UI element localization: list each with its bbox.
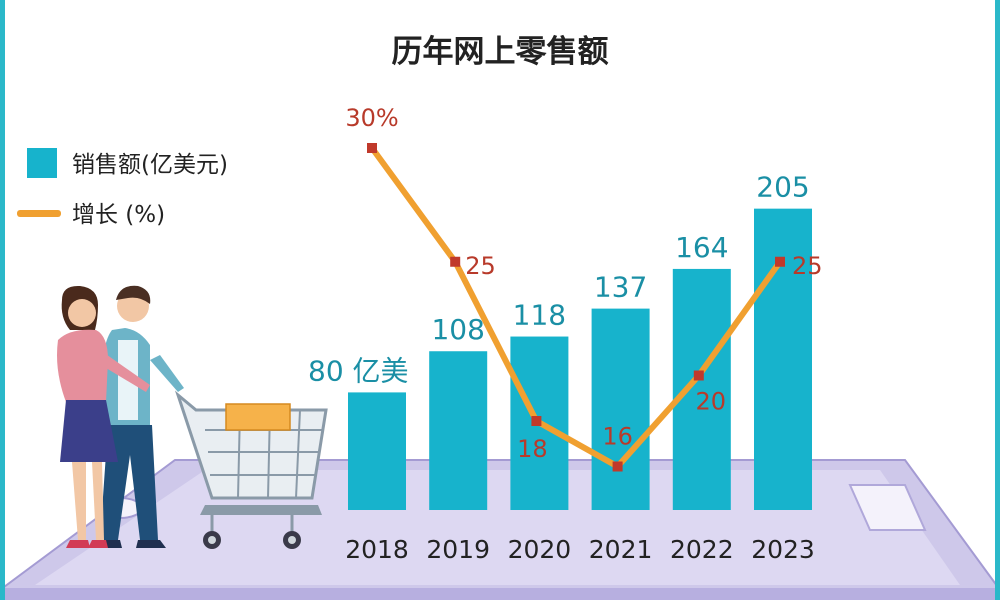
growth-point-2023	[775, 256, 785, 267]
bar-2021	[591, 308, 650, 510]
growth-value-label: 25	[465, 252, 496, 280]
growth-point-2018	[367, 143, 377, 153]
x-tick-label: 2023	[751, 535, 815, 564]
bar-2018	[348, 392, 406, 510]
growth-line-layer	[369, 146, 783, 470]
frame-left-border	[0, 0, 5, 600]
growth-value-label: 16	[602, 423, 633, 451]
growth-value-label: 20	[696, 388, 727, 416]
legend-bar-label: 销售额(亿美元)	[72, 152, 228, 178]
bar-value-label: 80 亿美	[308, 354, 409, 387]
bar-value-label: 164	[675, 231, 728, 264]
growth-labels-layer: 30% 25 18 16 20 25	[345, 104, 822, 463]
bars-layer	[348, 208, 812, 510]
growth-line	[369, 146, 783, 470]
growth-points-layer	[367, 143, 785, 472]
legend-line-swatch	[17, 210, 61, 217]
growth-point-2021	[612, 461, 623, 472]
x-tick-label: 2020	[508, 535, 572, 564]
legend-line-label: 增长 (%)	[72, 202, 165, 228]
bar-labels-layer: 80 亿美 108 118 137 164 205	[308, 171, 810, 388]
growth-value-label: 18	[517, 435, 548, 463]
bar-value-label: 108	[431, 313, 484, 346]
growth-point-2020	[531, 416, 542, 426]
bar-value-label: 118	[513, 299, 566, 332]
bar-value-label: 137	[594, 271, 647, 304]
bar-2019	[429, 351, 488, 510]
bar-value-label: 205	[756, 171, 809, 204]
legend-bar-swatch	[27, 148, 57, 178]
chart-title: 历年网上零售额	[392, 34, 609, 70]
x-axis-labels: 2018 2019 2020 2021 2022 2023	[345, 535, 815, 564]
couple-shopping-icon	[57, 285, 184, 548]
growth-value-label: 30%	[345, 104, 398, 132]
frame-right-border	[995, 0, 1000, 600]
x-tick-label: 2022	[670, 535, 734, 564]
shopping-cart-icon	[174, 390, 328, 549]
growth-value-label: 25	[792, 252, 823, 280]
x-tick-label: 2019	[426, 535, 490, 564]
growth-point-2019	[450, 256, 461, 267]
legend: 销售额(亿美元) 增长 (%)	[17, 148, 228, 228]
x-tick-label: 2021	[589, 535, 653, 564]
x-tick-label: 2018	[345, 535, 409, 564]
growth-point-2022	[693, 370, 704, 381]
